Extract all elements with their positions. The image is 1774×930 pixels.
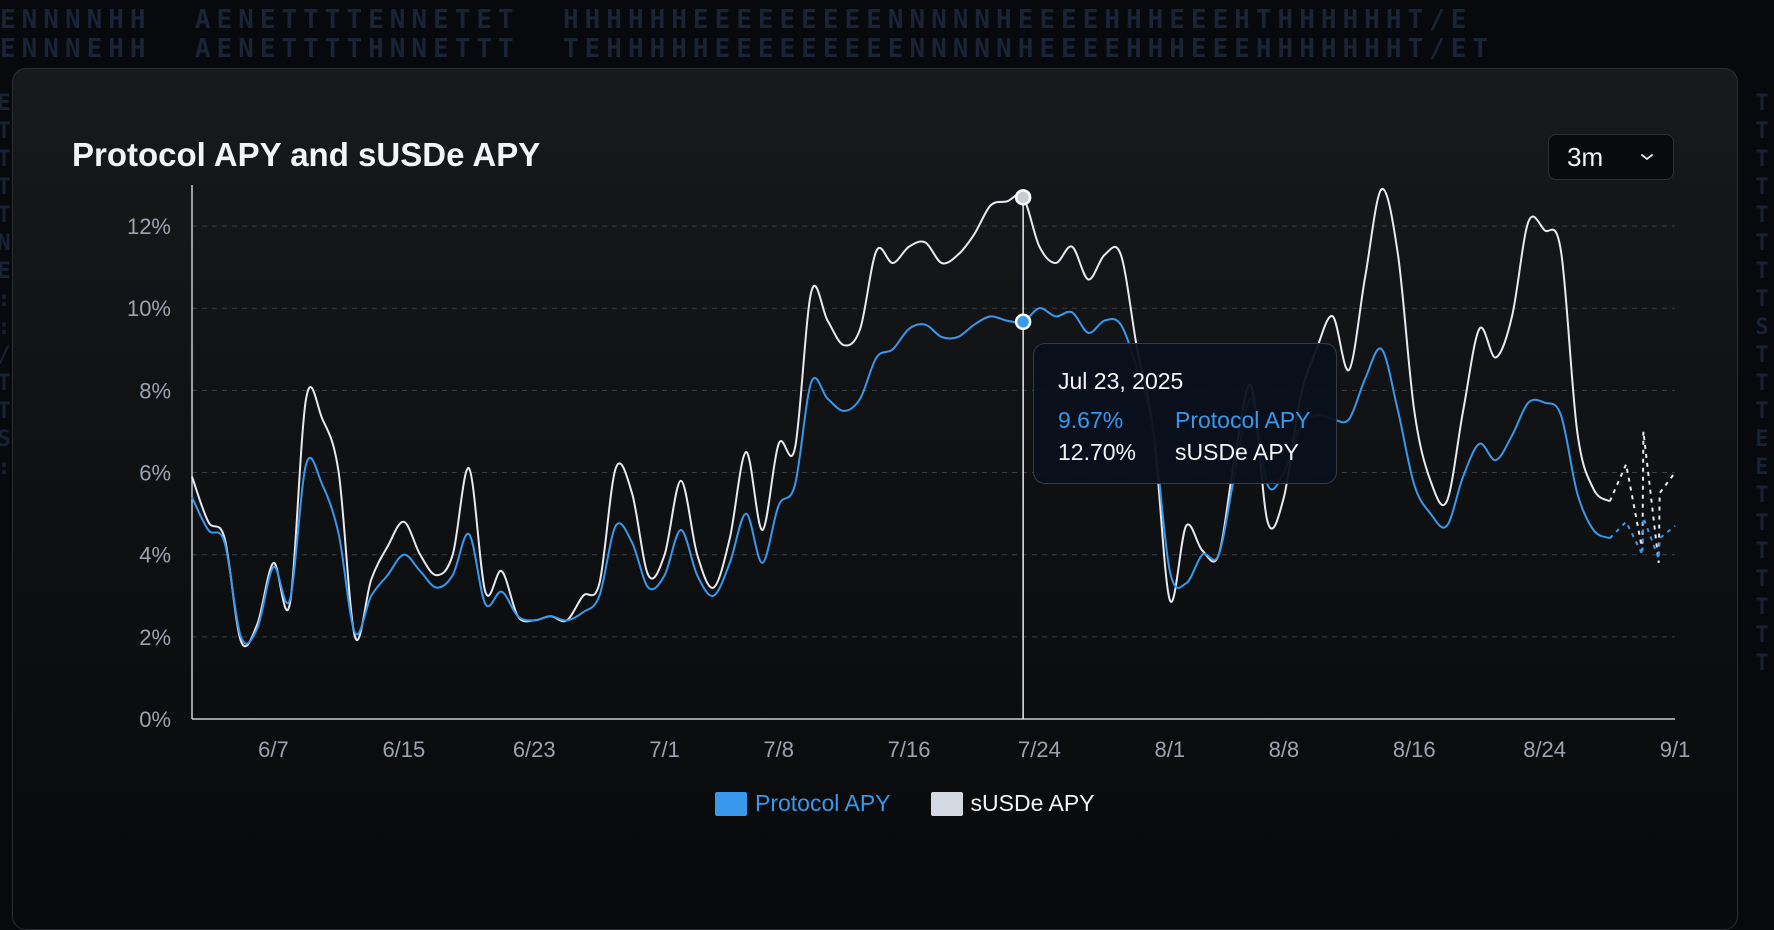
x-tick-label: 7/8: [763, 737, 794, 762]
x-tick-label: 6/7: [258, 737, 289, 762]
legend-swatch-protocol-apy: [715, 791, 747, 816]
x-tick-label: 7/24: [1018, 737, 1061, 762]
x-tick-label: 6/23: [513, 737, 556, 762]
background-right-column: T T T T T T T T S T T T E E T T T T T T …: [1755, 91, 1769, 676]
series-line-protocol-apy: [191, 307, 1611, 645]
y-tick-label: 6%: [139, 461, 171, 486]
hover-point-protocol-apy: [1014, 313, 1032, 331]
series-line-susde-apy: [191, 188, 1611, 648]
chart-tooltip: Jul 23, 2025 9.67% Protocol APY 12.70% s…: [1033, 343, 1337, 484]
tooltip-row-susde: 12.70% sUSDe APY: [1058, 436, 1312, 468]
x-tick-label: 6/15: [382, 737, 425, 762]
series-projection-susde-apy: [1608, 431, 1676, 564]
legend-label-susde-apy: sUSDe APY: [970, 790, 1095, 816]
x-tick-label: 9/1: [1660, 737, 1691, 762]
hover-point-susde-apy: [1014, 189, 1032, 206]
legend-label-protocol-apy: Protocol APY: [755, 790, 891, 816]
range-select-dropdown[interactable]: 3m: [1548, 134, 1674, 180]
y-tick-label: 12%: [127, 214, 171, 239]
x-tick-label: 8/1: [1155, 737, 1186, 762]
x-tick-label: 8/24: [1523, 737, 1566, 762]
chart-plot[interactable]: 0% 2% 4% 6% 8% 10% 12% 6/7 6/15 6/23 7/1 7/8 7/16 7/2…: [0, 0, 1774, 902]
y-tick-label: 2%: [139, 625, 171, 650]
chart-title: Protocol APY and sUSDe APY: [72, 136, 541, 173]
x-tick-label: 7/16: [888, 737, 931, 762]
tooltip-susde-value: 12.70%: [1058, 439, 1137, 465]
tooltip-susde-name: sUSDe APY: [1175, 439, 1299, 465]
y-tick-label: 4%: [139, 543, 171, 568]
range-select-value: 3m: [1567, 141, 1604, 172]
tooltip-protocol-name: Protocol APY: [1175, 407, 1311, 433]
series-projection-protocol-apy: [1609, 517, 1676, 560]
tooltip-protocol-value: 9.67%: [1058, 407, 1124, 433]
x-tick-label: 8/16: [1393, 737, 1436, 762]
y-tick-label: 10%: [127, 296, 171, 321]
legend-swatch-susde-apy: [930, 791, 963, 816]
legend-item-susde-apy[interactable]: sUSDe APY: [930, 790, 1095, 817]
tooltip-row-protocol: 9.67% Protocol APY: [1058, 404, 1312, 436]
x-tick-label: 8/8: [1269, 737, 1300, 762]
legend-item-protocol-apy[interactable]: Protocol APY: [715, 790, 891, 817]
y-tick-label: 0%: [139, 707, 171, 732]
chart-legend: Protocol APY sUSDe APY: [715, 790, 1135, 817]
chevron-down-icon: [1639, 152, 1655, 162]
y-tick-label: 8%: [139, 378, 171, 403]
tooltip-date: Jul 23, 2025: [1058, 368, 1184, 394]
background-left-column: E T T T T N E : : / T T S :: [0, 91, 11, 480]
x-tick-label: 7/1: [649, 737, 680, 762]
chart-card: [12, 68, 1738, 930]
